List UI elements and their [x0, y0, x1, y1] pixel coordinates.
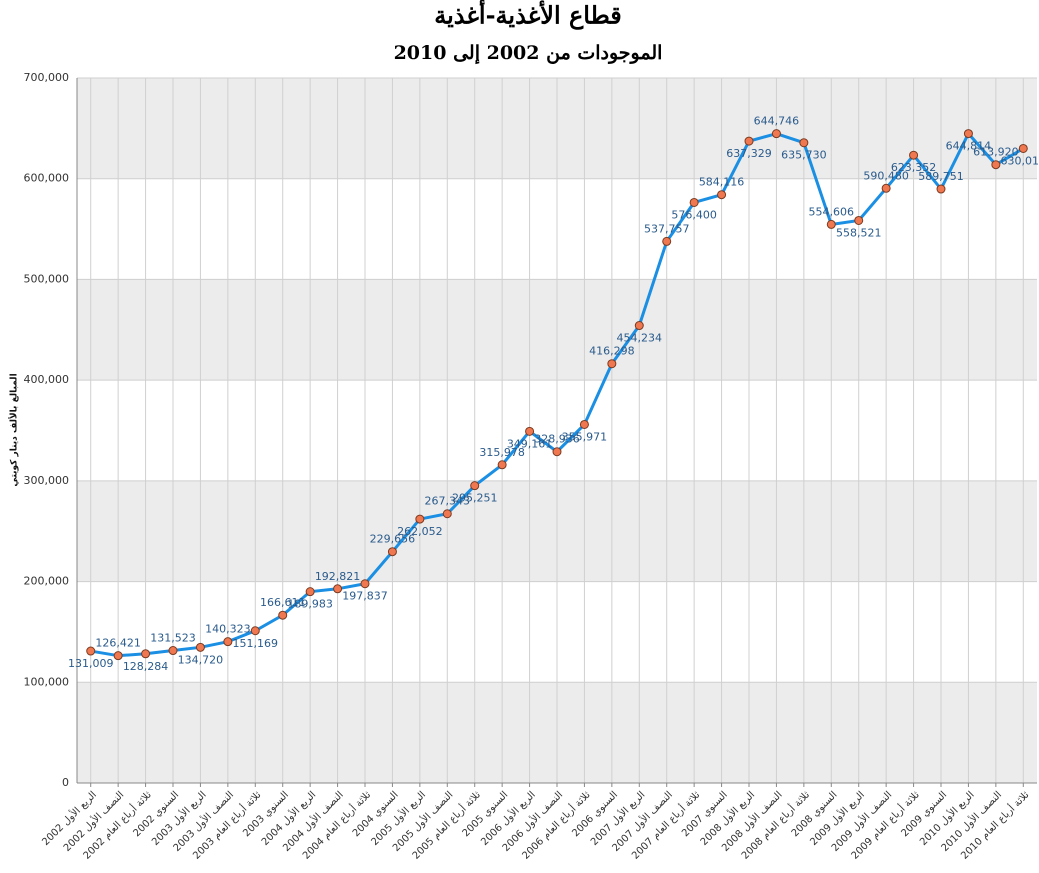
data-point [86, 646, 96, 656]
data-point [223, 637, 233, 647]
data-point [525, 426, 535, 436]
data-label: 262,052 [397, 525, 443, 538]
data-label: 454,234 [617, 332, 663, 345]
data-point [333, 584, 343, 594]
data-point [360, 579, 370, 589]
y-tick-label: 100,000 [24, 675, 70, 688]
data-point [579, 419, 589, 429]
y-tick-label: 400,000 [24, 373, 70, 386]
data-label: 644,814 [946, 140, 992, 153]
chart-title: قطاع الأغذية-أغذية [434, 0, 622, 31]
y-tick-label: 500,000 [24, 272, 70, 285]
data-label: 637,329 [726, 147, 772, 160]
data-label: 134,720 [178, 653, 224, 666]
data-point [854, 215, 864, 225]
data-label: 189,983 [287, 598, 333, 611]
data-label: 140,323 [205, 623, 251, 636]
y-tick-label: 300,000 [24, 474, 70, 487]
y-axis-label: المبالغ بالألف دينار كويتي [8, 373, 20, 486]
data-point [826, 219, 836, 229]
data-label: 197,837 [342, 590, 388, 603]
data-label: 166,611 [260, 596, 306, 609]
data-label: 131,523 [150, 632, 196, 645]
data-point [1018, 143, 1028, 153]
data-label: 623,352 [891, 161, 937, 174]
data-label: 644,746 [754, 115, 800, 128]
data-label: 267,343 [425, 495, 471, 508]
data-point [305, 587, 315, 597]
data-label: 295,251 [452, 492, 498, 505]
data-point [963, 129, 973, 139]
data-label: 584,116 [699, 176, 745, 189]
data-point [689, 197, 699, 207]
data-point [113, 651, 123, 661]
data-label: 630,010 [1001, 154, 1039, 167]
data-label: 635,730 [781, 149, 827, 162]
data-point [278, 610, 288, 620]
data-point [387, 547, 397, 557]
data-label: 128,284 [123, 660, 169, 673]
data-point [607, 359, 617, 369]
data-label: 192,821 [315, 570, 361, 583]
data-label: 328,936 [534, 433, 580, 446]
data-point [771, 129, 781, 139]
data-point [799, 138, 809, 148]
data-point [662, 236, 672, 246]
data-point [936, 184, 946, 194]
data-point [991, 160, 1001, 170]
data-label: 554,606 [809, 205, 855, 218]
data-point [552, 447, 562, 457]
data-point [250, 626, 260, 636]
data-label: 126,421 [95, 637, 141, 650]
y-tick-label: 200,000 [24, 575, 70, 588]
data-label: 131,009 [68, 657, 114, 670]
data-point [415, 514, 425, 524]
data-point [442, 509, 452, 519]
y-tick-label: 0 [62, 776, 69, 789]
y-tick-label: 700,000 [24, 71, 70, 84]
data-point [909, 150, 919, 160]
chart-subtitle: الموجودات من 2002 إلى 2010 [394, 42, 663, 65]
data-point [141, 649, 151, 659]
data-label: 589,751 [918, 170, 964, 183]
data-label: 315,978 [479, 446, 525, 459]
data-label: 355,971 [562, 430, 608, 443]
data-point [744, 136, 754, 146]
data-point [634, 321, 644, 331]
data-label: 613,920 [973, 146, 1019, 159]
data-label: 349,161 [507, 437, 553, 450]
data-label: 590,480 [863, 169, 909, 182]
y-tick-label: 600,000 [24, 172, 70, 185]
data-label: 229,656 [370, 533, 416, 546]
data-point [881, 183, 891, 193]
data-point [168, 646, 178, 656]
data-label: 151,169 [233, 637, 279, 650]
data-point [470, 481, 480, 491]
data-label: 537,757 [644, 222, 690, 235]
data-point [195, 642, 205, 652]
data-label: 416,298 [589, 345, 635, 358]
data-point [497, 460, 507, 470]
data-label: 558,521 [836, 226, 882, 239]
data-label: 576,400 [671, 208, 717, 221]
data-point [717, 190, 727, 200]
